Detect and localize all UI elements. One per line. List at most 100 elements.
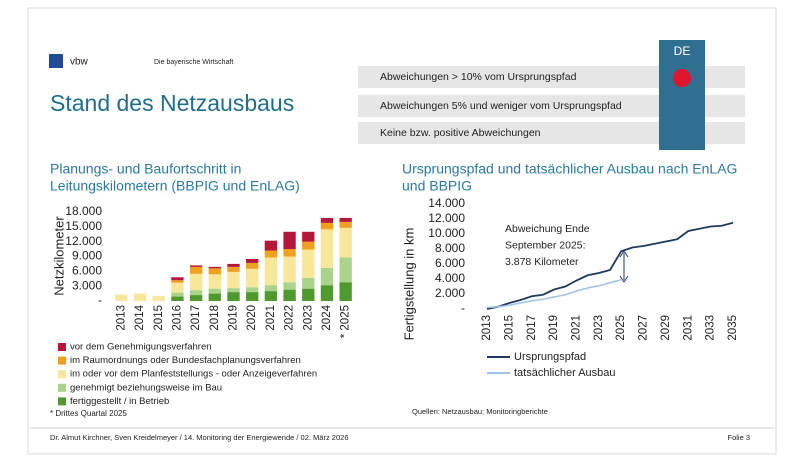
y-axis-title: Netzkilometer — [51, 216, 66, 296]
x-tick-label: 2017 — [190, 305, 202, 331]
status-label: Keine bzw. positive Abweichungen — [380, 127, 541, 139]
annotation: September 2025: — [505, 239, 586, 251]
bar-segment — [264, 285, 278, 292]
y-tick-label: 3.000 — [72, 278, 102, 292]
bar-segment — [171, 296, 184, 301]
bar-segment — [339, 217, 352, 222]
legend-label: fertiggestellt / in Betrieb — [70, 396, 169, 407]
status-row — [358, 66, 745, 88]
x-tick-label: 2025 — [615, 315, 627, 341]
status-label: Abweichungen > 10% vom Ursprungspfad — [380, 71, 577, 83]
bar-segment — [264, 291, 278, 301]
line — [486, 221, 734, 310]
bar-segment — [283, 231, 296, 250]
bar-segment — [189, 266, 203, 274]
x-tick-label: 2014 — [134, 304, 146, 330]
y-tick-label: 18.000 — [65, 204, 102, 218]
bar-segment — [339, 282, 352, 301]
bar-segment — [264, 257, 278, 286]
bar-segment — [283, 256, 296, 283]
bar-segment — [283, 289, 296, 301]
bar-segment — [189, 265, 203, 267]
legend-swatch — [58, 370, 66, 379]
bar-segment — [208, 293, 221, 301]
bar-segment — [264, 240, 278, 251]
legend-swatch — [58, 383, 66, 392]
bar-segment — [133, 293, 147, 301]
bar-segment — [189, 290, 203, 296]
legend-label: Ursprungspfad — [514, 351, 586, 363]
bar-segment — [320, 222, 334, 230]
tagline: Die bayerische Wirtschaft — [154, 59, 233, 66]
x-tick-label: 2013 — [481, 315, 493, 341]
x-tick-label: 2031 — [682, 315, 694, 341]
x-tick-label: 2023 — [302, 305, 314, 331]
x-tick-label: 2019 — [548, 315, 560, 341]
annotation: 3.878 Kilometer — [505, 256, 579, 268]
bar-segment — [189, 273, 203, 291]
bar-segment — [320, 229, 334, 268]
bar-segment — [246, 262, 259, 269]
x-tick-label: 2021 — [570, 315, 582, 341]
y-tick-label: 10.000 — [428, 226, 465, 240]
y-tick-label: - — [98, 293, 102, 307]
bar-segment — [171, 280, 184, 283]
legend-label: tatsächlicher Ausbau — [514, 367, 616, 379]
bar-segment — [302, 277, 315, 289]
x-tick-label: 2020 — [246, 305, 258, 331]
bar-segment — [171, 292, 184, 297]
legend-swatch — [58, 356, 66, 365]
legend-label: vor dem Genehmigungsverfahren — [70, 342, 212, 353]
x-tick-label: 2013 — [115, 305, 127, 331]
x-tick-label: 2029 — [660, 315, 672, 341]
status-label: Abweichungen 5% und weniger vom Ursprung… — [380, 100, 622, 112]
x-tick-label: 2022 — [284, 305, 296, 331]
bar-segment — [227, 266, 240, 272]
y-axis-title: Fertigstellung in km — [401, 228, 416, 341]
bar-segment — [227, 263, 240, 267]
bar-segment — [283, 282, 296, 290]
bar-segment — [208, 268, 221, 275]
y-tick-label: 2.000 — [435, 286, 465, 300]
bar-segment — [246, 292, 259, 301]
x-tick-label: 2016 — [171, 305, 183, 331]
bar-segment — [246, 287, 259, 293]
bar-segment — [115, 294, 128, 301]
logo: vbw — [70, 57, 89, 68]
bar-segment — [171, 277, 184, 281]
bar-segment — [339, 221, 352, 228]
bar-segment — [227, 292, 240, 301]
bar-segment — [302, 249, 315, 278]
bar-segment — [227, 288, 240, 293]
chart-note: * Drittes Quartal 2025 — [50, 409, 127, 418]
y-tick-label: 12.000 — [65, 234, 102, 248]
x-tick-label: 2035 — [727, 315, 739, 341]
chart-title: Planungs- und Baufortschritt in — [50, 161, 241, 177]
y-tick-label: 8.000 — [435, 241, 465, 255]
legend-swatch — [58, 397, 66, 406]
legend-swatch — [58, 343, 66, 351]
y-tick-label: 12.000 — [428, 211, 465, 225]
bar-segment — [152, 296, 165, 301]
bar-segment — [283, 249, 296, 257]
y-tick-label: 15.000 — [65, 219, 102, 233]
bar-segment — [246, 268, 259, 288]
annotation-arrowhead — [619, 250, 629, 283]
bar-segment — [171, 282, 184, 293]
chart-title: und BBPIG — [402, 178, 472, 194]
annotation: Abweichung Ende — [505, 223, 590, 235]
bar-segment — [227, 271, 240, 289]
bar-segment — [320, 285, 334, 301]
bar-segment — [320, 267, 334, 286]
x-tick-label: 2017 — [526, 315, 538, 341]
y-tick-label: 9.000 — [72, 249, 102, 263]
y-tick-label: 6.000 — [435, 256, 465, 270]
source: Quellen: Netzausbau; Monitoringberichte — [412, 407, 548, 416]
bar-segment — [320, 217, 334, 223]
chart-title: Leitungskilometern (BBPIG und EnLAG) — [50, 178, 300, 194]
y-tick-label: 14.000 — [428, 196, 465, 210]
y-tick-label: - — [461, 301, 465, 315]
status-row — [358, 122, 745, 144]
legend-label: im oder vor dem Planfeststellungs - oder… — [70, 369, 317, 380]
